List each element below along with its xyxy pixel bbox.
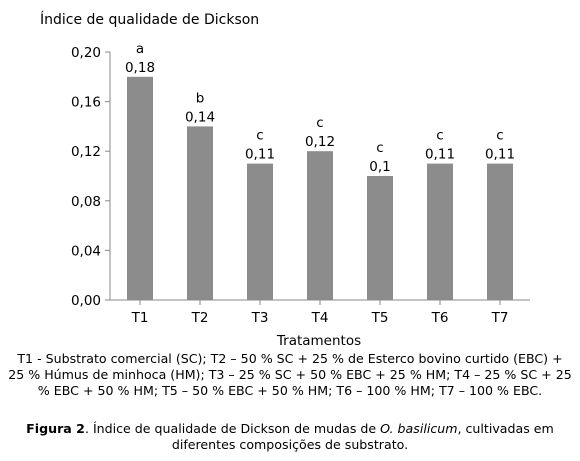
- x-tick-label: T1: [131, 310, 149, 326]
- bar: [307, 151, 333, 300]
- x-axis-labels: T1 T2 T3 T4 T5 T6 T7: [131, 300, 509, 326]
- significance-letter: c: [436, 128, 443, 144]
- x-tick-label: T5: [371, 310, 389, 326]
- significance-letter: c: [376, 140, 383, 156]
- x-tick-label: T2: [191, 310, 209, 326]
- significance-letter: c: [256, 128, 263, 144]
- bar-chart: Índice de qualidade de Dickson 0,000,040…: [40, 11, 530, 349]
- bar: [367, 176, 393, 300]
- bar-value-label: 0,11: [425, 147, 455, 163]
- y-tick-label: 0,20: [71, 45, 101, 61]
- y-tick-label: 0,00: [71, 293, 101, 309]
- bar-value-label: 0,18: [125, 60, 155, 76]
- figure-label: Figura 2: [26, 421, 85, 436]
- caption-text-before: . Índice de qualidade de Dickson de muda…: [84, 421, 381, 436]
- bar: [187, 126, 213, 301]
- bar: [427, 163, 453, 300]
- x-tick-label: T3: [251, 310, 269, 326]
- significance-letter: c: [496, 128, 503, 144]
- x-tick-label: T6: [431, 310, 449, 326]
- significance-letter: a: [136, 41, 144, 57]
- x-tick-label: T4: [311, 310, 329, 326]
- y-tick-label: 0,16: [71, 95, 101, 111]
- treatments-legend: T1 - Substrato comercial (SC); T2 – 50 %…: [8, 351, 572, 398]
- significance-letter: b: [196, 90, 205, 106]
- y-tick-label: 0,04: [71, 243, 101, 259]
- bar: [247, 163, 273, 300]
- significance-letter: c: [316, 115, 323, 131]
- bar-value-label: 0,12: [305, 134, 335, 150]
- x-tick-label: T7: [491, 310, 509, 326]
- y-tick-label: 0,08: [71, 194, 101, 210]
- bar: [487, 163, 513, 300]
- caption-text-after: , cultivadas em diferentes composições d…: [171, 421, 554, 452]
- bar-value-label: 0,11: [245, 147, 275, 163]
- y-axis-ticks: 0,00 0,04 0,08 0,12 0,16 0,20: [71, 45, 110, 309]
- bar: [127, 76, 153, 300]
- figure-caption: Figura 2. Índice de qualidade de Dickson…: [8, 421, 572, 453]
- bars: 0,18 a 0,14 b 0,11 c 0,12 c 0,1 c 0,11 c 0,11 c: [125, 41, 515, 301]
- y-tick-label: 0,12: [71, 144, 101, 160]
- bar-value-label: 0,11: [485, 147, 515, 163]
- bar-value-label: 0,1: [369, 159, 390, 175]
- bar-value-label: 0,14: [185, 109, 215, 125]
- y-axis-title: Índice de qualidade de Dickson: [40, 11, 259, 28]
- x-axis-title: Tratamentos: [276, 333, 361, 349]
- species-name: O. basilicum: [380, 421, 458, 436]
